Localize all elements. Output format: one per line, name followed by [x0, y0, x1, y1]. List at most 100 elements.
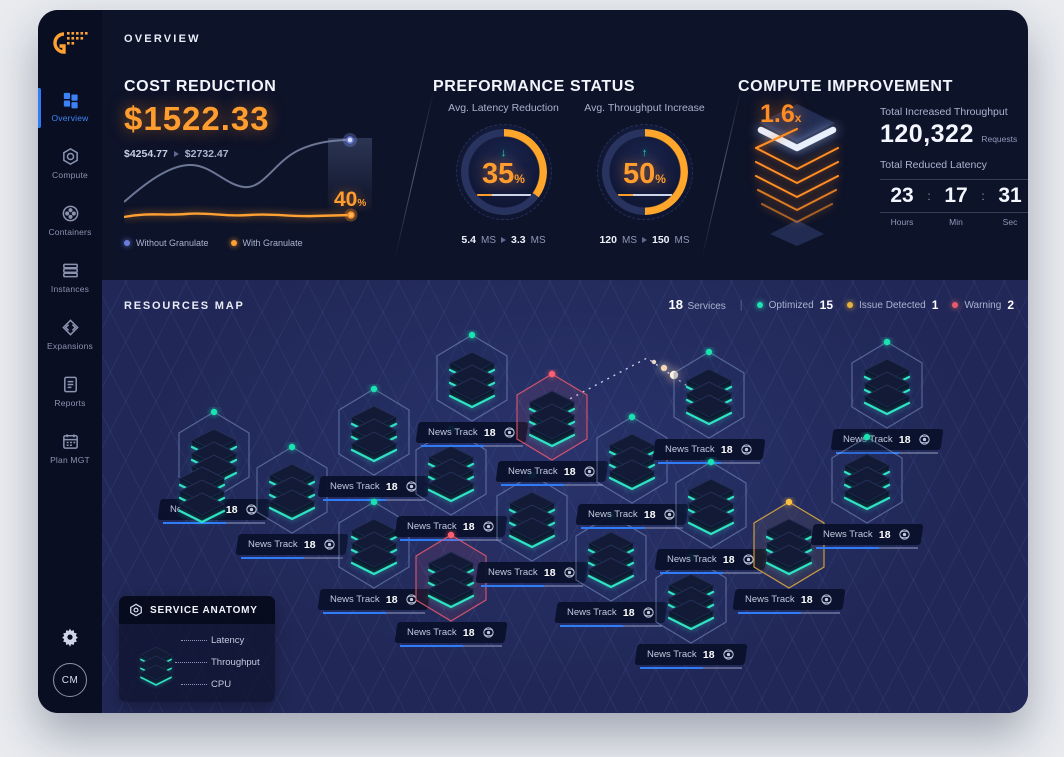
sidebar-item-plan-mgt[interactable]: Plan MGT	[38, 428, 102, 469]
service-node[interactable]: News Track 18	[475, 470, 589, 587]
eye-icon[interactable]	[563, 566, 576, 579]
eye-icon[interactable]	[663, 508, 676, 521]
service-hexagon	[256, 443, 328, 534]
status-dot-icon	[863, 433, 871, 441]
node-progress-underline	[400, 539, 502, 541]
eye-icon[interactable]	[323, 538, 336, 551]
gauge-subtitle: Avg. Throughput Increase	[584, 102, 705, 114]
service-node[interactable]: News Track 18	[317, 384, 431, 501]
eye-icon[interactable]	[918, 433, 931, 446]
service-node[interactable]: News Track 18	[575, 412, 689, 529]
service-node[interactable]: News Track 18	[394, 530, 508, 647]
sidebar-item-expansions[interactable]: Expansions	[38, 314, 102, 355]
legend-optimized[interactable]: Optimized 15	[756, 298, 833, 312]
legend-with-granulate[interactable]: With Granulate	[230, 238, 303, 248]
eye-icon[interactable]	[583, 465, 596, 478]
reports-icon	[63, 376, 77, 393]
status-dot-icon	[370, 385, 378, 393]
chart-highlight-band	[328, 138, 372, 214]
eye-icon[interactable]	[898, 528, 911, 541]
service-node[interactable]: News Track 18	[394, 424, 508, 541]
node-name: News Track	[822, 529, 873, 540]
node-value: 18	[623, 606, 636, 619]
timer-separator: :	[927, 189, 931, 203]
throughput-label: Total Increased Throughput	[880, 106, 1008, 118]
service-node[interactable]: News Track 18	[652, 347, 766, 464]
sidebar-item-instances[interactable]: Instances	[38, 257, 102, 298]
eye-icon[interactable]	[742, 553, 755, 566]
service-node[interactable]: News Track 18	[554, 510, 668, 627]
node-label: News Track 18	[495, 461, 609, 486]
node-label: News Track 18	[235, 534, 349, 559]
eye-icon[interactable]	[722, 648, 735, 661]
node-label: News Track 18	[415, 422, 529, 447]
sidebar-item-overview[interactable]: Overview	[38, 86, 102, 128]
compute-stats: Total Increased Throughput 120,322 Reque…	[880, 106, 1028, 227]
legend-warning[interactable]: Warning 2	[952, 298, 1014, 312]
service-node[interactable]: News Track 18	[415, 330, 529, 447]
node-name: News Track	[566, 607, 617, 618]
sidebar-item-reports[interactable]: Reports	[38, 371, 102, 412]
throughput-value: 120,322 Requests	[880, 120, 1018, 148]
eye-icon[interactable]	[482, 520, 495, 533]
anatomy-body: Latency Throughput CPU	[119, 624, 275, 702]
status-dot-icon	[370, 498, 378, 506]
eye-icon[interactable]	[820, 593, 833, 606]
eye-icon[interactable]	[503, 426, 516, 439]
arrow-right-icon	[642, 237, 647, 243]
eye-icon[interactable]	[740, 443, 753, 456]
service-node[interactable]: News Track 18	[147, 445, 257, 541]
node-value: 18	[879, 528, 892, 541]
dotted-leader	[181, 640, 207, 641]
service-node[interactable]: News Track 18	[654, 457, 768, 574]
node-progress-underline	[163, 522, 265, 524]
sidebar-item-compute[interactable]: Compute	[38, 143, 102, 184]
node-label: News Track 18	[654, 549, 768, 574]
service-node[interactable]: News Track 18	[495, 369, 609, 486]
stack-illustration	[427, 551, 475, 609]
node-value: 18	[304, 538, 317, 551]
sidebar-item-containers[interactable]: Containers	[38, 200, 102, 241]
service-node[interactable]: News Track 18	[634, 552, 748, 669]
node-label: News Track 18	[475, 562, 589, 587]
service-node[interactable]: News Track 18	[830, 337, 944, 454]
timer-labels: Hours Min Sec	[890, 217, 1018, 227]
service-node[interactable]: News Track 18	[810, 432, 924, 549]
status-dot-icon	[548, 370, 556, 378]
eye-icon[interactable]	[642, 606, 655, 619]
anatomy-header: SERVICE ANATOMY	[119, 596, 275, 624]
settings-gear-icon[interactable]	[60, 627, 80, 647]
legend-issue-detected[interactable]: Issue Detected 1	[847, 298, 938, 312]
node-label: News Track 18	[634, 644, 748, 669]
service-node[interactable]: News Track 18	[732, 497, 846, 614]
node-value: 18	[721, 443, 734, 456]
stack-illustration	[268, 463, 316, 521]
node-progress-underline	[323, 612, 425, 614]
service-hexagon	[436, 331, 508, 422]
sidebar-nav: Overview Compute Containers Instances Ex…	[38, 86, 102, 469]
map-title: RESOURCES MAP	[124, 300, 245, 312]
warning-dot-icon	[952, 302, 959, 308]
user-avatar[interactable]: CM	[53, 663, 87, 697]
panel-title: PREFORMANCE STATUS	[433, 78, 636, 95]
service-node[interactable]: News Track 18	[235, 442, 349, 559]
cost-line-chart	[124, 133, 372, 222]
map-legend: 18 Services | Optimized 15 Issue Detecte…	[669, 296, 1014, 314]
service-node[interactable]: News Track 18	[317, 497, 431, 614]
service-hexagon	[496, 471, 568, 562]
brand-logo-icon[interactable]	[50, 28, 90, 58]
instances-icon	[62, 263, 78, 278]
services-count: 18 Services	[668, 297, 726, 312]
eye-icon[interactable]	[405, 480, 418, 493]
node-name: News Track	[406, 627, 457, 638]
eye-icon[interactable]	[245, 503, 258, 516]
legend-without-granulate[interactable]: Without Granulate	[124, 238, 209, 248]
resources-map: RESOURCES MAP 18 Services | Optimized 15…	[102, 280, 1028, 713]
eye-icon[interactable]	[482, 626, 495, 639]
stack-illustration	[863, 358, 911, 416]
stack-illustration	[178, 466, 226, 524]
node-name: News Track	[427, 427, 478, 438]
dotted-leader	[175, 662, 207, 663]
node-value: 18	[644, 508, 657, 521]
